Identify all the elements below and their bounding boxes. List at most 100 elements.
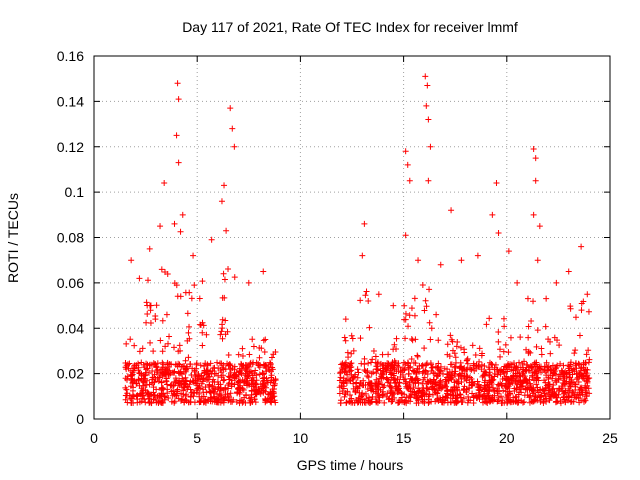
data-point [402,380,409,387]
data-point [160,361,167,368]
data-point [463,386,470,393]
data-point [425,400,432,407]
data-point [397,369,404,376]
data-point [346,391,353,398]
data-point [405,360,412,367]
data-point [584,379,591,386]
data-point [135,376,142,383]
data-point [452,371,459,378]
data-point [464,355,471,362]
data-point [553,364,560,371]
x-tick-label: 5 [193,430,201,446]
data-point [447,332,454,339]
data-point [211,398,218,405]
data-point [429,380,436,387]
data-point [175,380,182,387]
data-point [126,360,133,367]
data-point [585,308,592,315]
data-point [470,399,477,406]
x-tick-label: 25 [602,430,618,446]
data-point [162,394,169,401]
data-point [185,354,192,361]
data-point [361,361,368,368]
data-point [362,368,369,375]
data-point [172,392,179,399]
data-point-peak [584,291,591,298]
data-point [411,295,418,302]
data-point [249,336,256,343]
data-point [505,361,512,368]
data-point [247,399,254,406]
data-point [447,386,454,393]
data-point [164,390,171,397]
data-point [532,397,539,404]
data-point [344,349,351,356]
data-point [546,381,553,388]
data-point [575,360,582,367]
data-point [221,276,228,283]
data-point [187,386,194,393]
data-point [555,375,562,382]
data-point [250,343,257,350]
data-point [567,374,574,381]
data-point-peak [229,125,236,132]
data-point [145,390,152,397]
data-point [411,368,418,375]
data-point [249,361,256,368]
data-point [362,381,369,388]
data-point [370,348,377,355]
y-tick-label: 0.06 [57,275,84,291]
data-point [165,340,172,347]
data-point [469,390,476,397]
data-point [220,362,227,369]
data-point [182,289,189,296]
data-point [193,361,200,368]
data-point [407,375,414,382]
data-point [482,392,489,399]
data-point [525,350,532,357]
data-point [239,345,246,352]
data-point [542,379,549,386]
data-point-peak [136,275,143,282]
data-point-peak [448,207,455,214]
data-point [488,361,495,368]
data-point [514,381,521,388]
data-point [482,369,489,376]
data-point [457,359,464,366]
data-point [181,399,188,406]
data-point [415,379,422,386]
data-point [375,393,382,400]
data-point [421,345,428,352]
data-point [541,390,548,397]
data-point [358,360,365,367]
data-point [147,339,154,346]
data-point [577,392,584,399]
data-point [572,383,579,390]
y-axis-label: ROTI / TECUs [5,193,21,283]
data-point [482,385,489,392]
data-point [570,366,577,373]
data-point [542,363,549,370]
data-point [408,335,415,342]
data-point [342,369,349,376]
data-point-peak [208,236,215,243]
data-point [395,368,402,375]
data-point [261,349,268,356]
data-point-peak [179,211,186,218]
data-point [578,386,585,393]
data-point [580,364,587,371]
data-point [528,398,535,405]
data-point [398,390,405,397]
data-point [146,395,153,402]
data-point [163,377,170,384]
data-point [159,317,166,324]
data-point-peak [402,148,409,155]
data-point [408,355,415,362]
data-point-peak [175,96,182,103]
data-point [568,398,575,405]
data-point [181,377,188,384]
data-point [190,389,197,396]
data-point [219,316,226,323]
data-point [503,394,510,401]
data-point [503,373,510,380]
